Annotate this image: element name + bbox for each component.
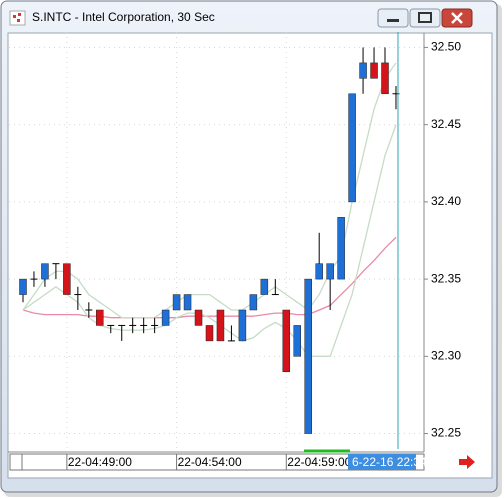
candle-body <box>326 263 334 280</box>
time-axis <box>21 453 425 471</box>
candle-body <box>216 309 225 342</box>
moving-average <box>22 124 397 357</box>
plot: 32.25 32.30 32.35 32.40 32.45 32.50 22-04:49:0… <box>9 32 461 470</box>
candle-body <box>172 294 181 311</box>
candle-body <box>19 278 27 295</box>
x-tick-label: 22-04:54:00 <box>178 455 242 469</box>
minimize-button[interactable] <box>377 8 409 28</box>
candle-body <box>348 93 356 203</box>
candle-body <box>359 62 367 79</box>
y-tick-label: 32.40 <box>431 194 461 208</box>
app-icon <box>9 10 26 26</box>
candle-body <box>249 294 258 311</box>
y-tick-label: 32.30 <box>431 349 461 363</box>
candle-body <box>96 309 104 326</box>
y-tick-label: 32.50 <box>431 40 461 54</box>
candle-body <box>194 309 203 326</box>
scroll-right-arrow[interactable] <box>459 455 475 469</box>
candle-body <box>238 309 247 342</box>
candle-body <box>304 278 312 434</box>
candle-body <box>315 263 323 280</box>
candle-body <box>381 62 389 95</box>
candle-body <box>370 62 378 79</box>
candle-body <box>161 309 170 326</box>
window-title: S.INTC - Intel Corporation, 30 Sec <box>32 10 215 24</box>
scroll-box[interactable] <box>9 453 23 471</box>
candle-body <box>41 263 49 280</box>
candle-body <box>260 278 269 295</box>
y-tick-label: 32.25 <box>431 426 461 440</box>
chart-area <box>7 32 493 479</box>
close-button[interactable] <box>441 8 473 28</box>
candle-body <box>205 325 214 342</box>
candle-body <box>337 217 345 280</box>
moving-average <box>22 236 397 319</box>
cursor-label-bg <box>348 454 416 470</box>
candle-body <box>63 263 71 295</box>
cursor-label: 6-22-16 22:34:00 <box>352 455 444 469</box>
candle-body <box>293 325 301 357</box>
y-tick-label: 32.35 <box>431 271 461 285</box>
candle-body <box>282 309 291 373</box>
maximize-button[interactable] <box>409 8 441 28</box>
x-tick-label: 22-04:59:00 <box>287 455 351 469</box>
x-tick-label: 22-04:49:00 <box>68 455 132 469</box>
candle-body <box>183 294 192 311</box>
y-tick-label: 32.45 <box>431 117 461 131</box>
